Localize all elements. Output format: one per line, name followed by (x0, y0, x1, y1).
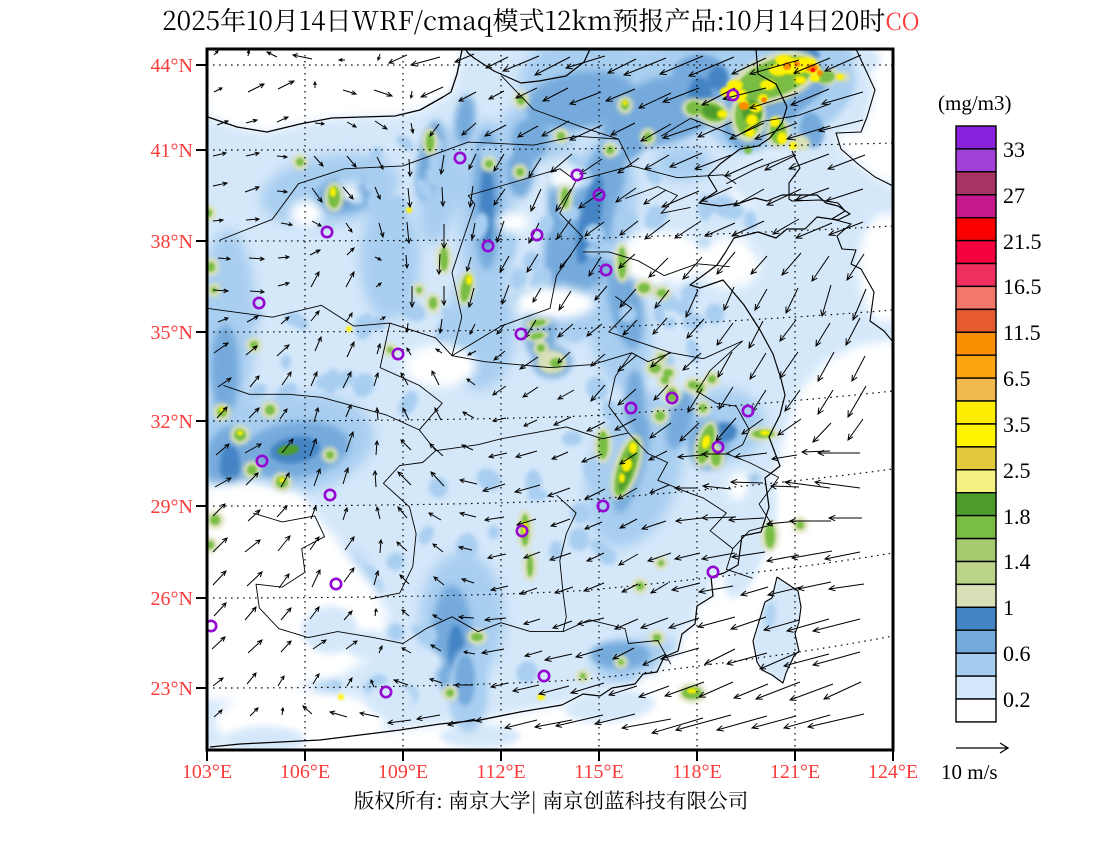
svg-text:124°E: 124°E (868, 761, 918, 783)
svg-text:11.5: 11.5 (1003, 320, 1041, 345)
svg-text:112°E: 112°E (476, 761, 525, 783)
svg-text:38°N: 38°N (151, 231, 193, 253)
svg-text:27: 27 (1003, 183, 1025, 208)
svg-text:121°E: 121°E (770, 761, 820, 783)
svg-text:26°N: 26°N (151, 588, 193, 610)
svg-text:1.8: 1.8 (1003, 504, 1031, 529)
svg-text:21.5: 21.5 (1003, 229, 1042, 254)
svg-text:10 m/s: 10 m/s (941, 760, 998, 784)
svg-text:32°N: 32°N (151, 411, 193, 433)
svg-text:106°E: 106°E (280, 761, 330, 783)
svg-text:109°E: 109°E (378, 761, 428, 783)
svg-text:44°N: 44°N (151, 55, 193, 77)
svg-text:1.4: 1.4 (1003, 549, 1031, 574)
svg-text:35°N: 35°N (151, 322, 193, 344)
svg-text:2.5: 2.5 (1003, 458, 1031, 483)
svg-text:3.5: 3.5 (1003, 412, 1031, 437)
svg-text:16.5: 16.5 (1003, 274, 1042, 299)
svg-text:0.2: 0.2 (1003, 687, 1031, 712)
svg-text:29°N: 29°N (151, 496, 193, 518)
svg-text:1: 1 (1003, 595, 1014, 620)
svg-text:0.6: 0.6 (1003, 641, 1031, 666)
svg-text:23°N: 23°N (151, 678, 193, 700)
svg-text:118°E: 118°E (672, 761, 721, 783)
svg-text:103°E: 103°E (182, 761, 232, 783)
svg-text:41°N: 41°N (151, 140, 193, 162)
svg-text:(mg/m3): (mg/m3) (938, 91, 1012, 115)
svg-text:33: 33 (1003, 137, 1025, 162)
svg-text:115°E: 115°E (574, 761, 623, 783)
svg-text:6.5: 6.5 (1003, 366, 1031, 391)
